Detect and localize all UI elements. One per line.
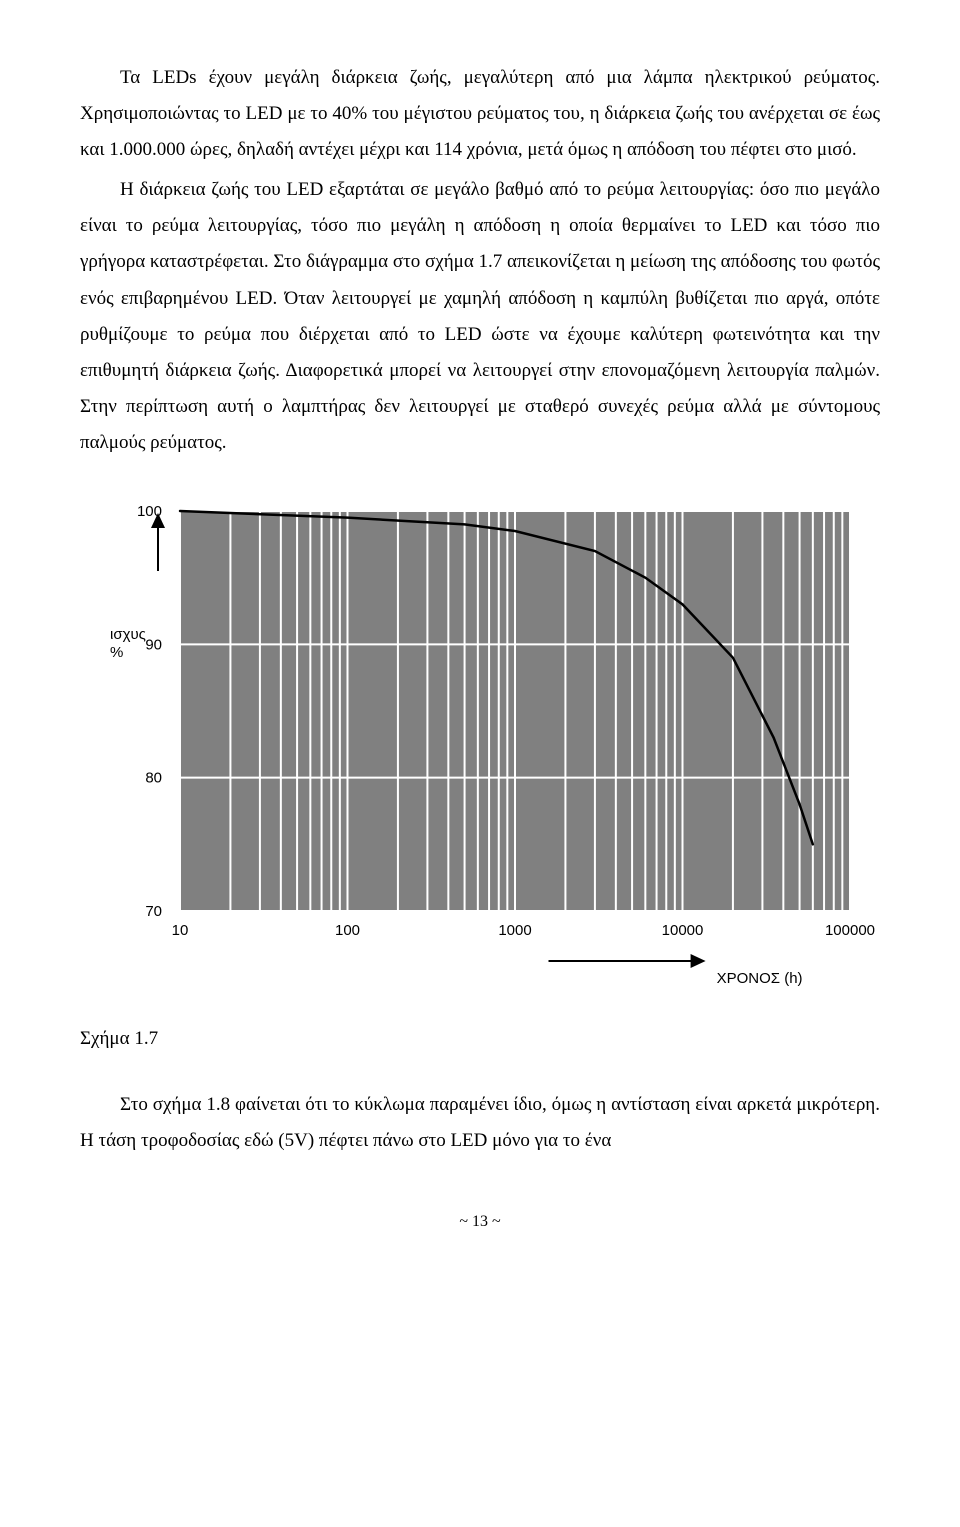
figure-caption: Σχήμα 1.7 (80, 1021, 880, 1057)
chart-svg: 70809010010100100010000100000ισχυς%ΧΡΟΝΟ… (80, 491, 880, 991)
svg-text:10000: 10000 (662, 922, 704, 939)
svg-text:%: % (110, 644, 123, 661)
svg-text:70: 70 (145, 903, 162, 920)
svg-text:1000: 1000 (498, 922, 531, 939)
page-number: ~ 13 ~ (80, 1207, 880, 1237)
svg-text:ισχυς: ισχυς (110, 626, 146, 643)
svg-text:ΧΡΟΝΟΣ (h): ΧΡΟΝΟΣ (h) (717, 970, 803, 987)
svg-text:90: 90 (145, 636, 162, 653)
body-paragraph-1: Τα LEDs έχουν μεγάλη διάρκεια ζωής, μεγα… (80, 60, 880, 168)
body-paragraph-2: Η διάρκεια ζωής του LED εξαρτάται σε μεγ… (80, 172, 880, 461)
svg-text:80: 80 (145, 770, 162, 787)
svg-text:10: 10 (172, 922, 189, 939)
svg-text:100: 100 (335, 922, 360, 939)
svg-text:100000: 100000 (825, 922, 875, 939)
led-lifetime-chart: 70809010010100100010000100000ισχυς%ΧΡΟΝΟ… (80, 491, 880, 991)
body-paragraph-3: Στο σχήμα 1.8 φαίνεται ότι το κύκλωμα πα… (80, 1087, 880, 1159)
